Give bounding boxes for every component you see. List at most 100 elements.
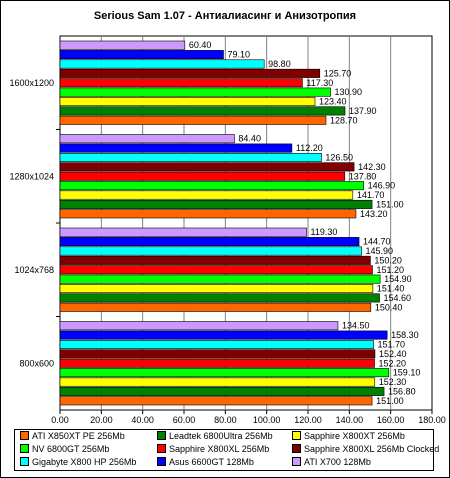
x-tick-label: 60.00 (173, 415, 196, 425)
data-label: 158.30 (391, 330, 419, 340)
bar (59, 59, 265, 69)
bar (59, 50, 224, 60)
bar (59, 386, 385, 396)
legend-swatch (292, 444, 301, 453)
data-label: 144.70 (363, 237, 391, 247)
legend-swatch (20, 444, 29, 453)
data-label: 125.70 (324, 68, 352, 78)
legend-label: Leadtek 6800Ultra 256Mb (169, 431, 273, 441)
legend-label: Sapphire X800XL 256Mb Clocked (304, 444, 440, 454)
bar (59, 190, 354, 200)
bar (59, 143, 293, 153)
data-label: 79.10 (227, 50, 250, 60)
data-label: 134.50 (342, 321, 370, 331)
bar (59, 358, 375, 368)
data-label: 151.00 (376, 396, 404, 406)
chart-title: Serious Sam 1.07 - Антиалиасинг и Анизот… (93, 10, 357, 22)
data-label: 154.60 (384, 293, 412, 303)
bar (59, 199, 373, 209)
x-tick-label: 80.00 (214, 415, 237, 425)
legend-label: Sapphire X800XT 256Mb (304, 431, 405, 441)
data-label: 119.30 (311, 227, 338, 237)
legend-item: Asus 6600GT 128Mb (157, 456, 254, 468)
bar (59, 321, 339, 331)
category-label: 800x600 (19, 358, 54, 368)
bar (59, 293, 380, 303)
bar (59, 40, 186, 50)
data-label: 137.80 (349, 171, 377, 181)
bar (59, 209, 357, 219)
bar-chart: 0.00 20.00 40.00 60.00 80.00 100.00 120.00 140.… (9, 35, 446, 425)
data-label: 143.20 (360, 209, 388, 219)
legend: ATI X850XT PE 256Mb Leadtek 6800Ultra 256… (14, 429, 439, 471)
x-tick-label: 180.00 (418, 415, 446, 425)
bar (59, 330, 388, 340)
data-label: 150.20 (374, 255, 402, 265)
data-label: 151.00 (376, 199, 404, 209)
data-label: 154.90 (384, 274, 412, 284)
bar (59, 87, 331, 97)
x-tick-label: 160.00 (377, 415, 405, 425)
data-label: 151.20 (376, 265, 404, 275)
data-label: 137.90 (349, 106, 377, 116)
legend-item: ATI X850XT PE 256Mb (20, 430, 125, 442)
data-label: 152.40 (379, 349, 407, 359)
bar (59, 339, 374, 349)
bar (59, 274, 381, 284)
data-label: 152.20 (379, 358, 407, 368)
legend-label: Asus 6600GT 128Mb (169, 457, 254, 467)
data-label: 152.30 (379, 377, 407, 387)
data-label: 98.80 (268, 59, 291, 69)
bar (59, 152, 322, 162)
legend-item: NV 6800GT 256Mb (20, 443, 109, 455)
x-tick-label: 40.00 (131, 415, 154, 425)
legend-item: Sapphire X800XL 256Mb (157, 443, 269, 455)
data-label: 130.90 (335, 87, 363, 97)
x-tick-label: 20.00 (90, 415, 113, 425)
bar (59, 227, 307, 237)
bar (59, 181, 364, 191)
legend-swatch (157, 457, 166, 466)
bar (59, 349, 376, 359)
data-label: 128.70 (330, 115, 358, 125)
data-label: 142.30 (358, 162, 386, 172)
bar (59, 302, 372, 312)
bar (59, 377, 376, 387)
category-label: 1280x1024 (9, 171, 54, 181)
data-label: 151.40 (377, 284, 405, 294)
data-label: 145.90 (366, 246, 394, 256)
category-label: 1600x1200 (9, 78, 54, 88)
data-label: 84.40 (238, 134, 261, 144)
legend-label: ATI X850XT PE 256Mb (32, 431, 125, 441)
legend-label: ATI X700 128Mb (304, 457, 371, 467)
data-label: 146.90 (368, 181, 396, 191)
bar (59, 246, 362, 256)
data-label: 151.70 (378, 339, 406, 349)
bar (59, 106, 346, 116)
bar (59, 255, 371, 265)
bar (59, 284, 374, 294)
x-tick-label: 0.00 (51, 415, 69, 425)
legend-swatch (157, 444, 166, 453)
bar (59, 115, 327, 125)
x-tick-label: 100.00 (253, 415, 281, 425)
data-label: 112.20 (296, 143, 323, 153)
legend-swatch (292, 431, 301, 440)
bar (59, 162, 355, 172)
data-label: 117.30 (306, 78, 333, 88)
data-label: 60.40 (189, 40, 212, 50)
x-tick-label: 140.00 (336, 415, 364, 425)
bar (59, 237, 360, 247)
bar (59, 78, 303, 88)
legend-swatch (292, 457, 301, 466)
bar (59, 265, 373, 275)
bar (59, 97, 316, 107)
data-label: 159.10 (393, 368, 421, 378)
x-tick-label: 120.00 (294, 415, 322, 425)
legend-label: NV 6800GT 256Mb (32, 444, 110, 454)
legend-item: Sapphire X800XT 256Mb (292, 430, 405, 442)
legend-label: Gigabyte X800 HP 256Mb (32, 457, 137, 467)
legend-swatch (157, 431, 166, 440)
legend-item: ATI X700 128Mb (292, 456, 371, 468)
data-label: 126.50 (325, 152, 353, 162)
